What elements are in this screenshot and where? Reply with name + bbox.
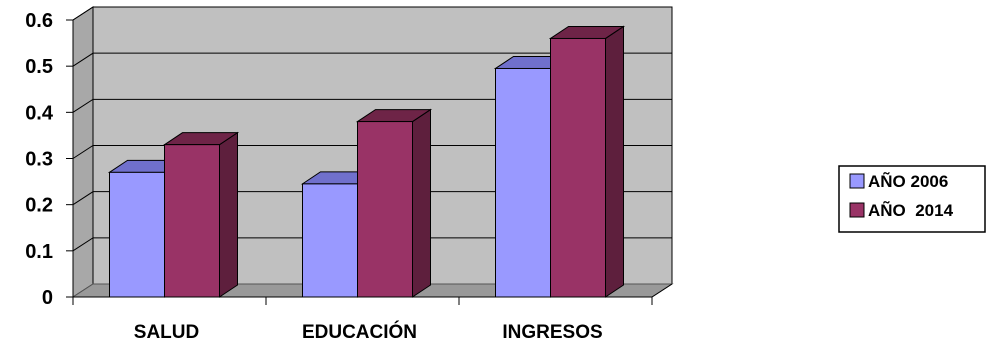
x-category-label: EDUCACIÓN <box>302 321 417 343</box>
bar-front <box>357 121 413 298</box>
y-tick-label: 0.5 <box>25 56 53 78</box>
legend: AÑO 2006 AÑO 2014 <box>838 165 986 233</box>
bar-front <box>302 183 358 298</box>
bar-front <box>164 144 220 298</box>
bar-front <box>495 67 551 298</box>
gridline <box>72 98 672 113</box>
legend-swatch <box>849 173 865 189</box>
y-tick-label: 0 <box>42 287 53 309</box>
gridline <box>72 6 672 21</box>
x-axis-labels: SALUD EDUCACIÓN INGRESOS <box>134 321 603 343</box>
gridline <box>72 191 672 206</box>
legend-label: AÑO 2006 <box>868 171 948 191</box>
gridline <box>72 52 672 67</box>
gridline <box>72 237 672 252</box>
legend-label: AÑO 2014 <box>868 200 954 220</box>
bar <box>355 108 433 298</box>
y-tick-label: 0.4 <box>25 102 54 124</box>
legend-swatch <box>849 202 865 218</box>
y-axis-ticks: 0 0.1 0.2 0.3 0.4 0.5 0.6 <box>25 10 54 309</box>
bar-front <box>550 37 606 298</box>
bar-side <box>219 131 238 298</box>
bar-side <box>605 25 624 298</box>
x-category-label: SALUD <box>134 322 199 343</box>
bar <box>548 25 626 298</box>
gridline <box>72 145 672 159</box>
bars <box>107 25 626 298</box>
gridlines <box>72 6 672 252</box>
y-tick-label: 0.3 <box>25 149 53 171</box>
floor-edge <box>651 283 673 298</box>
x-category-label: INGRESOS <box>502 322 602 343</box>
y-tick-label: 0.6 <box>25 10 53 32</box>
bar <box>162 131 240 298</box>
bar-side <box>412 108 431 298</box>
y-tick-label: 0.2 <box>25 195 53 217</box>
y-tick-label: 0.1 <box>25 241 53 263</box>
bar-front <box>109 171 165 298</box>
